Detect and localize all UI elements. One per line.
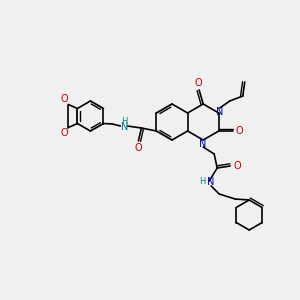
Text: O: O [194,78,202,88]
Text: N: N [200,139,207,149]
Text: N: N [121,122,128,132]
Text: H: H [121,116,127,125]
Text: O: O [61,94,68,104]
Text: O: O [61,128,68,137]
Text: N: N [216,107,224,117]
Text: H: H [199,178,206,187]
Text: O: O [236,126,244,136]
Text: O: O [233,161,241,171]
Text: O: O [135,143,142,153]
Text: N: N [208,177,215,187]
